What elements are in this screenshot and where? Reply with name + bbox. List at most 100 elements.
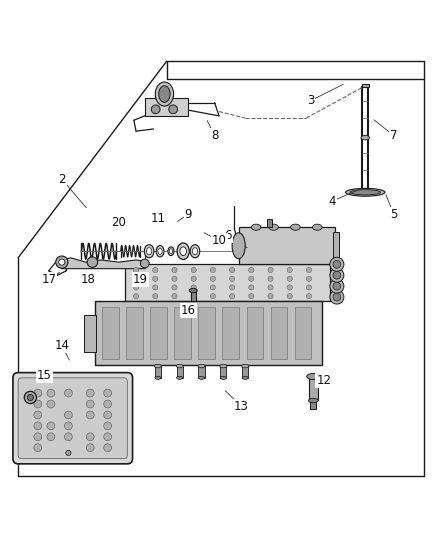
Circle shape: [287, 294, 292, 299]
Circle shape: [210, 294, 215, 299]
Bar: [198, 366, 205, 378]
Circle shape: [210, 276, 215, 281]
Circle shape: [141, 259, 149, 268]
Circle shape: [230, 276, 235, 281]
Text: 18: 18: [81, 273, 95, 286]
Circle shape: [268, 294, 273, 299]
Bar: [198, 306, 215, 359]
Ellipse shape: [170, 249, 173, 254]
Circle shape: [249, 268, 254, 272]
Bar: [242, 366, 248, 378]
Circle shape: [287, 285, 292, 290]
Ellipse shape: [346, 188, 385, 196]
Ellipse shape: [145, 245, 154, 258]
Circle shape: [268, 276, 273, 281]
Circle shape: [333, 293, 341, 301]
Circle shape: [87, 257, 98, 268]
Bar: [271, 306, 287, 359]
Bar: [95, 302, 321, 365]
Bar: [150, 306, 167, 359]
Circle shape: [104, 422, 112, 430]
Ellipse shape: [177, 243, 189, 260]
Text: 14: 14: [54, 338, 69, 352]
Bar: [308, 378, 318, 400]
Circle shape: [191, 276, 196, 281]
Ellipse shape: [361, 135, 370, 140]
Bar: [223, 306, 239, 359]
Circle shape: [330, 268, 344, 282]
Circle shape: [287, 268, 292, 272]
Circle shape: [306, 276, 311, 281]
Circle shape: [333, 261, 341, 268]
Bar: [332, 231, 339, 260]
FancyBboxPatch shape: [13, 373, 133, 464]
Bar: [84, 314, 96, 352]
Bar: [362, 84, 369, 87]
Circle shape: [34, 400, 42, 408]
Text: 4: 4: [329, 195, 336, 207]
Circle shape: [86, 400, 94, 408]
Circle shape: [306, 268, 311, 272]
Ellipse shape: [189, 288, 197, 293]
Text: 8: 8: [211, 129, 218, 142]
Ellipse shape: [198, 364, 205, 368]
Circle shape: [172, 294, 177, 299]
Circle shape: [268, 268, 273, 272]
Text: 10: 10: [212, 234, 226, 247]
Text: 20: 20: [111, 216, 126, 229]
Circle shape: [34, 444, 42, 451]
Ellipse shape: [308, 398, 318, 403]
Bar: [191, 290, 196, 302]
Circle shape: [268, 285, 273, 290]
Circle shape: [34, 422, 42, 430]
Circle shape: [27, 394, 33, 400]
Circle shape: [230, 285, 235, 290]
Circle shape: [249, 276, 254, 281]
Ellipse shape: [154, 364, 161, 368]
Ellipse shape: [350, 190, 381, 195]
Circle shape: [104, 433, 112, 441]
Circle shape: [47, 400, 55, 408]
Ellipse shape: [155, 376, 161, 379]
Circle shape: [172, 276, 177, 281]
Circle shape: [66, 450, 71, 456]
Circle shape: [306, 285, 311, 290]
Circle shape: [86, 389, 94, 397]
Circle shape: [47, 422, 55, 430]
Circle shape: [330, 290, 344, 304]
Bar: [267, 220, 272, 227]
Bar: [102, 306, 119, 359]
Ellipse shape: [242, 376, 248, 379]
Circle shape: [249, 285, 254, 290]
Circle shape: [34, 433, 42, 441]
Circle shape: [152, 276, 158, 281]
Text: 19: 19: [133, 273, 148, 286]
Ellipse shape: [168, 247, 174, 256]
Text: 3: 3: [307, 94, 314, 107]
Circle shape: [191, 285, 196, 290]
Circle shape: [34, 389, 42, 397]
Circle shape: [134, 285, 139, 290]
Circle shape: [134, 268, 139, 272]
Text: 2: 2: [58, 173, 66, 185]
Circle shape: [134, 294, 139, 299]
Ellipse shape: [158, 248, 162, 254]
Circle shape: [64, 433, 72, 441]
Ellipse shape: [307, 374, 320, 379]
Circle shape: [210, 285, 215, 290]
Circle shape: [333, 271, 341, 279]
Circle shape: [64, 411, 72, 419]
Circle shape: [210, 268, 215, 272]
Circle shape: [104, 400, 112, 408]
Bar: [145, 98, 188, 116]
Bar: [220, 366, 226, 378]
Text: 13: 13: [233, 400, 248, 413]
Ellipse shape: [177, 376, 183, 379]
Ellipse shape: [312, 224, 322, 230]
Circle shape: [64, 422, 72, 430]
Circle shape: [104, 444, 112, 451]
Polygon shape: [57, 258, 149, 269]
Text: 15: 15: [37, 369, 52, 382]
Text: 6: 6: [224, 229, 231, 243]
Circle shape: [172, 285, 177, 290]
